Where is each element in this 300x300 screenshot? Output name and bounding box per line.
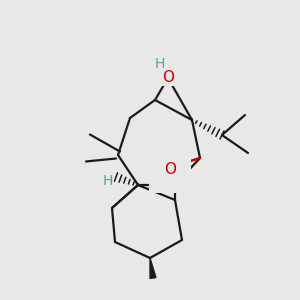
Text: H: H — [103, 174, 113, 188]
Polygon shape — [150, 258, 156, 278]
Text: O: O — [162, 70, 174, 86]
Text: H: H — [155, 57, 165, 71]
Text: O: O — [164, 163, 176, 178]
